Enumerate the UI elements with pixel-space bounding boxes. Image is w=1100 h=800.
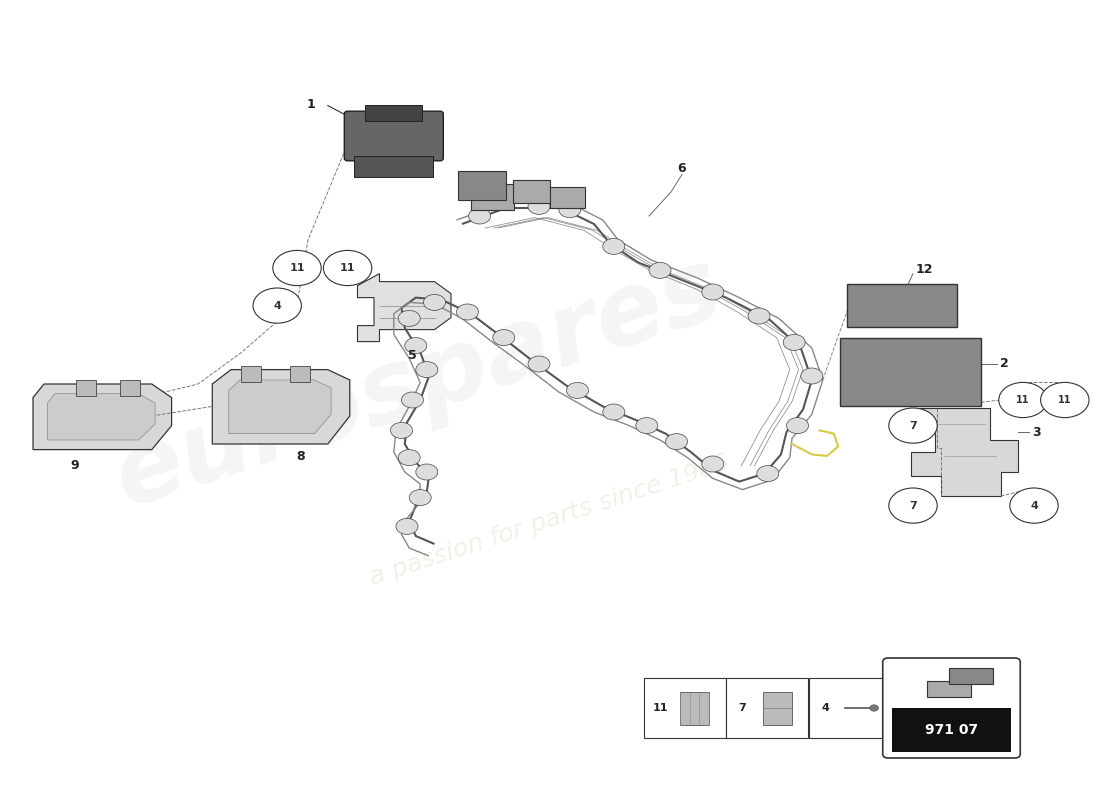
Text: 8: 8 (296, 450, 305, 462)
Circle shape (424, 294, 446, 310)
Circle shape (409, 490, 431, 506)
Circle shape (889, 408, 937, 443)
Bar (644, 678, 726, 738)
Text: 5: 5 (408, 349, 417, 362)
Circle shape (801, 368, 823, 384)
Circle shape (702, 284, 724, 300)
Circle shape (783, 334, 805, 350)
FancyBboxPatch shape (513, 180, 550, 203)
Text: 7: 7 (738, 703, 747, 713)
FancyBboxPatch shape (365, 105, 422, 121)
FancyBboxPatch shape (882, 658, 1021, 758)
Bar (808, 678, 891, 738)
Circle shape (323, 250, 372, 286)
Circle shape (636, 418, 658, 434)
Circle shape (566, 382, 588, 398)
Text: 12: 12 (915, 263, 933, 276)
Bar (891, 708, 1012, 752)
FancyBboxPatch shape (471, 184, 514, 210)
Circle shape (402, 392, 424, 408)
Circle shape (469, 208, 491, 224)
Text: 4: 4 (821, 703, 829, 713)
FancyBboxPatch shape (76, 380, 96, 396)
Polygon shape (358, 274, 451, 342)
Text: 11: 11 (1016, 395, 1030, 405)
Polygon shape (229, 380, 331, 434)
Text: 11: 11 (652, 703, 668, 713)
Circle shape (748, 308, 770, 324)
Polygon shape (911, 408, 1018, 496)
Circle shape (649, 262, 671, 278)
Bar (726, 678, 808, 738)
Bar (680, 691, 710, 725)
Polygon shape (949, 668, 993, 684)
Circle shape (396, 518, 418, 534)
FancyBboxPatch shape (354, 156, 433, 177)
Circle shape (999, 382, 1047, 418)
Circle shape (493, 330, 515, 346)
Circle shape (603, 404, 625, 420)
Circle shape (1010, 488, 1058, 523)
Circle shape (416, 464, 438, 480)
Circle shape (666, 434, 688, 450)
Text: 9: 9 (70, 459, 79, 472)
FancyBboxPatch shape (120, 380, 140, 396)
FancyBboxPatch shape (847, 284, 957, 327)
FancyBboxPatch shape (458, 171, 506, 200)
Circle shape (398, 310, 420, 326)
Text: eurospares: eurospares (102, 240, 734, 528)
FancyBboxPatch shape (290, 366, 310, 382)
Text: 11: 11 (289, 263, 305, 273)
Text: 11: 11 (340, 263, 355, 273)
Polygon shape (212, 370, 350, 444)
Circle shape (603, 238, 625, 254)
FancyBboxPatch shape (241, 366, 261, 382)
Text: 1: 1 (307, 98, 316, 110)
Text: 2: 2 (1000, 358, 1009, 370)
Text: 11: 11 (1058, 395, 1071, 405)
Text: 6: 6 (678, 162, 686, 174)
Circle shape (528, 198, 550, 214)
Circle shape (398, 450, 420, 466)
FancyBboxPatch shape (550, 187, 585, 208)
Text: 4: 4 (1030, 501, 1038, 510)
FancyBboxPatch shape (840, 338, 981, 406)
Circle shape (757, 466, 779, 482)
Text: 7: 7 (909, 421, 917, 430)
Circle shape (390, 422, 412, 438)
Text: 4: 4 (273, 301, 282, 310)
Circle shape (786, 418, 808, 434)
Text: 971 07: 971 07 (925, 723, 978, 737)
Polygon shape (33, 384, 172, 450)
Circle shape (559, 202, 581, 218)
Text: 7: 7 (909, 501, 917, 510)
Polygon shape (47, 394, 155, 440)
Circle shape (1041, 382, 1089, 418)
Circle shape (273, 250, 321, 286)
FancyBboxPatch shape (344, 111, 443, 161)
Circle shape (870, 705, 879, 711)
Circle shape (889, 488, 937, 523)
Polygon shape (927, 682, 971, 698)
Bar (762, 691, 792, 725)
Circle shape (702, 456, 724, 472)
Circle shape (456, 304, 478, 320)
Text: a passion for parts since 1985: a passion for parts since 1985 (366, 450, 734, 590)
Circle shape (253, 288, 301, 323)
Circle shape (416, 362, 438, 378)
Circle shape (405, 338, 427, 354)
Text: 3: 3 (1032, 426, 1041, 438)
Circle shape (528, 356, 550, 372)
